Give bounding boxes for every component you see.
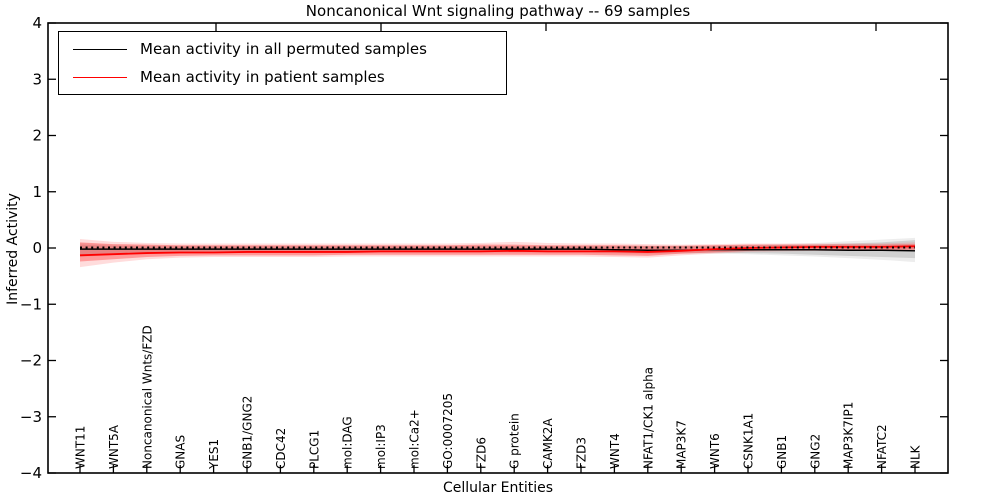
x-category-label: WNT5A <box>107 424 121 469</box>
y-tick-label: 1 <box>32 183 42 201</box>
x-category-label: Noncanonical Wnts/FZD <box>140 325 154 469</box>
y-tick-label: −4 <box>20 464 42 482</box>
x-category-label: NFAT1/CK1 alpha <box>641 367 655 469</box>
y-tick-label: 2 <box>32 127 42 145</box>
x-category-label: GNAS <box>174 435 188 469</box>
y-tick-label: 3 <box>32 70 42 88</box>
x-category-label: mol:DAG <box>341 416 355 469</box>
y-tick-label: −3 <box>20 408 42 426</box>
x-category-label: GNG2 <box>808 434 822 469</box>
x-category-label: mol:IP3 <box>374 424 388 469</box>
x-axis-label: Cellular Entities <box>442 480 554 496</box>
y-tick-label: 0 <box>32 239 42 257</box>
x-category-label: NLK <box>909 444 923 469</box>
legend-item-permuted: Mean activity in all permuted samples <box>59 36 506 62</box>
band-permuted-outer <box>80 237 915 263</box>
x-category-label: PLCG1 <box>307 430 321 469</box>
x-category-label: WNT6 <box>708 433 722 469</box>
x-category-label: WNT4 <box>608 433 622 469</box>
legend-line-sample-black <box>73 48 127 50</box>
legend: Mean activity in all permuted samples Me… <box>58 31 507 95</box>
x-category-label: mol:Ca2+ <box>408 409 422 469</box>
x-category-label: MAP3K7 <box>675 420 689 469</box>
x-category-label: NFATC2 <box>875 424 889 469</box>
legend-label: Mean activity in all permuted samples <box>140 40 427 58</box>
y-tick-label: −1 <box>20 295 42 313</box>
x-category-label: WNT11 <box>74 426 88 469</box>
line-mean-activity-in-all-permuted-samples <box>80 248 916 252</box>
x-category-label: G protein <box>508 413 522 469</box>
x-category-label: CAMK2A <box>541 418 555 469</box>
y-tick-label: −2 <box>20 352 42 370</box>
x-category-label: CSNK1A1 <box>742 413 756 469</box>
legend-item-patient: Mean activity in patient samples <box>59 64 506 90</box>
chart-title: Noncanonical Wnt signaling pathway -- 69… <box>305 2 691 20</box>
y-axis-label: Inferred Activity <box>5 193 21 305</box>
x-category-label: MAP3K7IP1 <box>842 402 856 469</box>
legend-label: Mean activity in patient samples <box>140 68 385 86</box>
y-tick-label: 4 <box>32 14 42 32</box>
x-category-label: GO:0007205 <box>441 393 455 469</box>
legend-line-sample-red <box>73 76 127 78</box>
x-category-label: CDC42 <box>274 428 288 469</box>
band-patient-outer <box>80 239 915 268</box>
x-category-label: YES1 <box>207 439 221 470</box>
x-category-label: FZD3 <box>575 437 589 469</box>
x-category-label: FZD6 <box>474 437 488 469</box>
x-category-label: GNB1 <box>775 435 789 469</box>
x-category-label: GNB1/GNG2 <box>241 396 255 469</box>
